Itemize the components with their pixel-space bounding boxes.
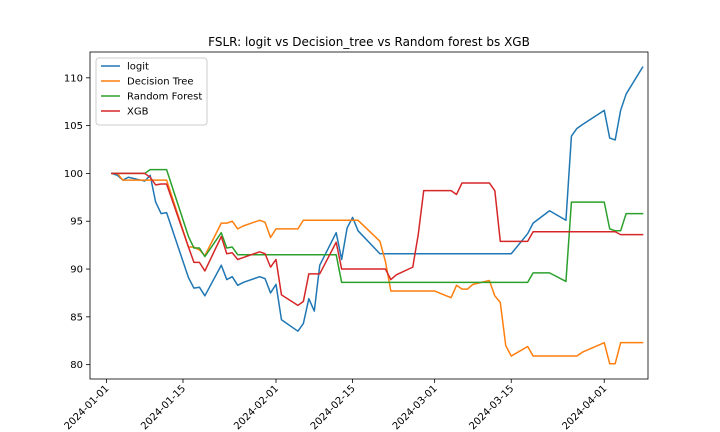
y-tick-label: 110 [64,73,83,84]
y-tick-label: 90 [70,265,83,276]
plot-frame [89,51,649,380]
legend-box [95,57,208,126]
legend-label: Random Forest [127,92,202,103]
series-line-logit [110,66,644,332]
y-tick-label: 95 [70,217,83,228]
series-line-random-forest [111,168,644,284]
legend-label: logit [127,62,149,73]
y-axis-ticks: 80 85 90 95 100 105 110 [64,73,90,371]
series-line-decision-tree [111,172,644,365]
series-line-xgb [111,172,644,307]
axes [89,51,649,380]
legend-label: Decision Tree [127,77,194,88]
y-tick-label: 105 [64,121,83,132]
series-lines [110,66,644,365]
y-tick-label: 100 [64,169,83,180]
legend-label: XGB [127,107,149,118]
legend: logit Decision Tree Random Forest XGB [95,57,208,126]
y-tick-label: 85 [70,312,83,323]
y-tick-label: 80 [70,360,83,371]
chart-title: FSLR: logit vs Decision_tree vs Random f… [208,35,530,49]
